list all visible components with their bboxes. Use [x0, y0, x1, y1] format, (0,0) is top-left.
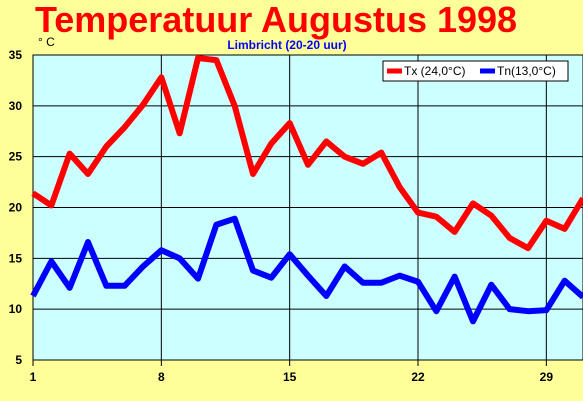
legend-box — [382, 60, 569, 82]
y-tick-label: 30 — [9, 99, 23, 113]
y-tick-label: 5 — [15, 353, 22, 367]
x-tick-label: 8 — [158, 370, 165, 384]
chart-title: Temperatuur Augustus 1998 — [35, 0, 517, 40]
series-line-tx — [31, 55, 583, 252]
series-line-tn — [30, 215, 583, 325]
x-axis-ticks: 1 8 15 22 29 — [30, 360, 554, 384]
y-axis-ticks: 5 10 15 20 25 30 35 — [9, 48, 23, 367]
legend-label-tx: Tx (24,0°C) — [404, 64, 465, 78]
series-group — [30, 55, 583, 325]
y-tick-label: 35 — [9, 48, 23, 62]
y-tick-label: 10 — [9, 302, 23, 316]
chart-subtitle: Limbricht (20-20 uur) — [227, 38, 346, 52]
legend: Tx (24,0°C) Tn(13,0°C) — [382, 60, 569, 82]
y-tick-label: 15 — [9, 251, 23, 265]
x-tick-label: 15 — [283, 370, 297, 384]
legend-label-tn: Tn(13,0°C) — [497, 64, 556, 78]
y-tick-label: 20 — [9, 201, 23, 215]
y-axis-unit-label: ° C — [38, 35, 55, 49]
x-tick-label: 22 — [411, 370, 425, 384]
x-tick-label: 29 — [540, 370, 554, 384]
y-tick-label: 25 — [9, 150, 23, 164]
x-tick-label: 1 — [30, 370, 37, 384]
